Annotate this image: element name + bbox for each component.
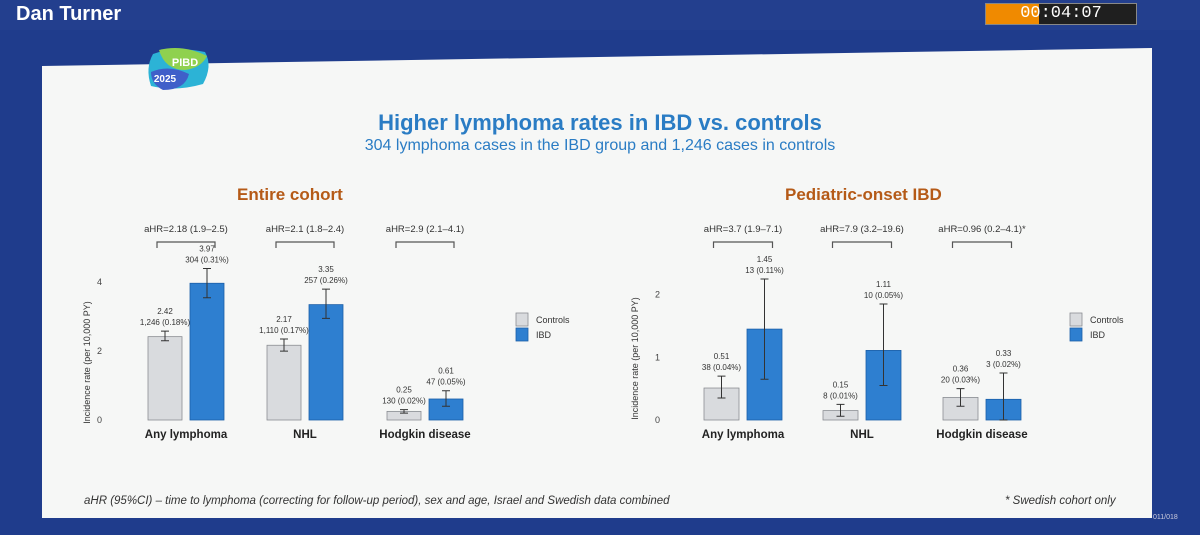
count-label: 8 (0.01%) bbox=[823, 391, 858, 400]
legend-swatch-controls bbox=[1069, 312, 1083, 327]
hr-bracket bbox=[951, 241, 1013, 248]
count-label: 257 (0.26%) bbox=[304, 276, 348, 285]
bar-controls bbox=[147, 336, 183, 421]
hr-label: aHR=2.9 (2.1–4.1) bbox=[386, 224, 464, 235]
value-label: 0.51 bbox=[714, 352, 730, 361]
hr-label: aHR=2.18 (1.9–2.5) bbox=[144, 224, 228, 235]
hr-bracket bbox=[156, 241, 216, 248]
value-label: 1.11 bbox=[876, 280, 892, 289]
slide-number: 011/018 bbox=[1153, 514, 1178, 521]
logo-shape-green bbox=[159, 48, 207, 70]
y-tick-label: 2 bbox=[97, 346, 102, 356]
legend-label-controls: Controls bbox=[536, 315, 570, 325]
count-label: 47 (0.05%) bbox=[426, 378, 465, 387]
chart-entire-cohort: Incidence rate (per 10,000 PY) 0 2 4 Any lym… bbox=[82, 224, 570, 441]
hr-label: aHR=0.96 (0.2–4.1)* bbox=[938, 224, 1026, 235]
hr-bracket bbox=[395, 241, 455, 248]
value-label: 3.97 bbox=[199, 244, 215, 253]
section-title-pediatric: Pediatric-onset IBD bbox=[785, 185, 942, 204]
timer-text: 00:04:07 bbox=[1020, 4, 1102, 23]
slide-subtitle: 304 lymphoma cases in the IBD group and … bbox=[364, 137, 836, 154]
chart-pediatric-onset: Incidence rate (per 10,000 PY) 0 1 2 Any lym… bbox=[630, 224, 1124, 441]
count-label: 10 (0.05%) bbox=[864, 291, 903, 300]
error-bar bbox=[879, 303, 888, 387]
legend-swatch-ibd bbox=[515, 327, 529, 342]
value-label: 2.42 bbox=[157, 307, 173, 316]
count-label: 3 (0.02%) bbox=[986, 360, 1021, 369]
category-label: Hodgkin disease bbox=[936, 429, 1027, 441]
error-bar bbox=[760, 278, 769, 380]
hr-label: aHR=2.1 (1.8–2.4) bbox=[266, 224, 344, 235]
y-tick-label: 0 bbox=[97, 415, 102, 425]
error-bar bbox=[442, 390, 450, 407]
y-tick-label: 2 bbox=[655, 290, 660, 300]
y-axis-label: Incidence rate (per 10,000 PY) bbox=[630, 297, 640, 420]
category-label: NHL bbox=[293, 429, 317, 441]
error-bar bbox=[161, 330, 169, 342]
category-label: NHL bbox=[850, 429, 874, 441]
error-bar bbox=[400, 409, 408, 414]
value-label: 0.36 bbox=[953, 365, 969, 374]
presenter-name: Dan Turner bbox=[16, 3, 122, 25]
hr-label: aHR=7.9 (3.2–19.6) bbox=[820, 224, 904, 235]
slide bbox=[42, 48, 1152, 518]
logo-text: PIBD bbox=[172, 57, 198, 69]
category-label: Any lymphoma bbox=[702, 429, 785, 441]
legend-label-ibd: IBD bbox=[1090, 330, 1106, 340]
error-bar bbox=[322, 288, 330, 319]
logo-year: 2025 bbox=[154, 74, 177, 85]
value-label: 2.17 bbox=[276, 315, 292, 324]
count-label: 130 (0.02%) bbox=[382, 397, 426, 406]
value-label: 0.33 bbox=[996, 349, 1012, 358]
hr-bracket bbox=[275, 241, 335, 248]
legend-label-controls: Controls bbox=[1090, 315, 1124, 325]
bar-controls bbox=[266, 344, 302, 421]
count-label: 304 (0.31%) bbox=[185, 255, 229, 264]
y-tick-label: 0 bbox=[655, 415, 660, 425]
hr-label: aHR=3.7 (1.9–7.1) bbox=[704, 224, 782, 235]
bar-ibd bbox=[308, 304, 344, 421]
count-label: 1,110 (0.17%) bbox=[259, 326, 309, 335]
count-label: 1,246 (0.18%) bbox=[140, 318, 191, 327]
y-tick-label: 4 bbox=[97, 277, 102, 287]
footnote: aHR (95%CI) – time to lymphoma (correcti… bbox=[84, 495, 670, 507]
legend-swatch-ibd bbox=[1069, 327, 1083, 342]
error-bar bbox=[203, 267, 211, 299]
error-bar bbox=[280, 338, 288, 352]
legend-swatch-controls bbox=[515, 312, 529, 327]
value-label: 0.15 bbox=[833, 380, 849, 389]
logo-shape-blue bbox=[151, 68, 189, 90]
category-label: Any lymphoma bbox=[145, 429, 228, 441]
error-bar bbox=[956, 388, 965, 407]
presenter-bar: Dan Turner 00:04:07 bbox=[0, 0, 1200, 30]
section-title-entire-cohort: Entire cohort bbox=[237, 185, 343, 204]
error-bar bbox=[836, 403, 845, 417]
value-label: 0.61 bbox=[438, 367, 454, 376]
value-label: 0.25 bbox=[396, 386, 412, 395]
category-label: Hodgkin disease bbox=[379, 429, 470, 441]
hr-bracket bbox=[831, 241, 893, 248]
pibd-logo: PIBD 2025 bbox=[148, 48, 209, 90]
count-label: 20 (0.03%) bbox=[941, 376, 980, 385]
legend-label-ibd: IBD bbox=[536, 330, 552, 340]
error-bar bbox=[717, 375, 726, 399]
y-tick-label: 1 bbox=[655, 352, 660, 362]
y-axis-label: Incidence rate (per 10,000 PY) bbox=[82, 301, 92, 424]
count-label: 13 (0.11%) bbox=[745, 266, 784, 275]
timer-progress bbox=[986, 4, 1039, 24]
timer: 00:04:07 bbox=[985, 3, 1137, 25]
footnote-swedish: * Swedish cohort only bbox=[1005, 495, 1116, 507]
hr-bracket bbox=[712, 241, 774, 248]
count-label: 38 (0.04%) bbox=[702, 363, 741, 372]
value-label: 3.35 bbox=[318, 265, 334, 274]
error-bar bbox=[999, 372, 1008, 421]
bar-ibd bbox=[189, 282, 225, 421]
value-label: 1.45 bbox=[757, 255, 773, 264]
slide-title: Higher lymphoma rates in IBD vs. control… bbox=[378, 110, 822, 135]
